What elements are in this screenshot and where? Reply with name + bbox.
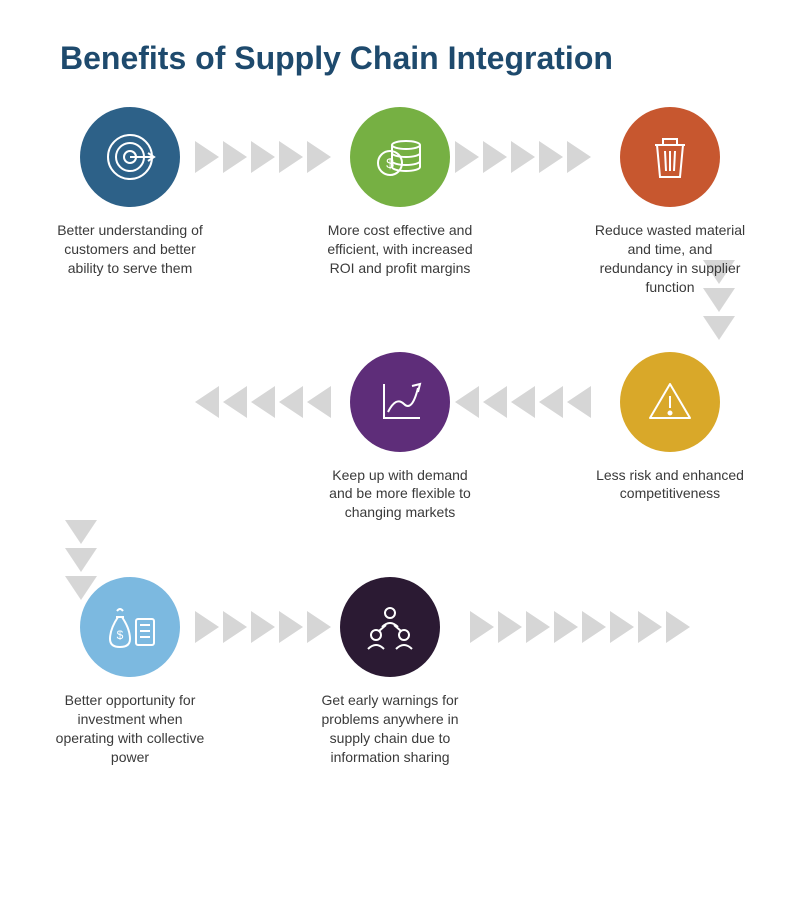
circle-demand [350, 352, 450, 452]
node-demand: Keep up with demand and be more flexible… [320, 352, 480, 523]
money-icon: $ [100, 599, 160, 655]
row-3: $ Better opportunity for investment when… [50, 577, 750, 767]
coins-icon: $ [372, 129, 428, 185]
svg-text:$: $ [386, 155, 394, 171]
row-1: Better understanding of customers and be… [50, 107, 750, 297]
circle-risk [620, 352, 720, 452]
node-cost: $ More cost effective and efficient, wit… [320, 107, 480, 278]
circle-waste [620, 107, 720, 207]
growth-icon [372, 374, 428, 430]
node-invest: $ Better opportunity for investment when… [50, 577, 210, 767]
node-waste: Reduce wasted material and time, and red… [590, 107, 750, 297]
people-icon [362, 599, 418, 655]
label-warning: Get early warnings for problems anywhere… [310, 691, 470, 767]
label-demand: Keep up with demand and be more flexible… [320, 466, 480, 523]
label-cost: More cost effective and efficient, with … [320, 221, 480, 278]
node-target: Better understanding of customers and be… [50, 107, 210, 278]
row-2: Keep up with demand and be more flexible… [50, 352, 750, 523]
node-risk: Less risk and enhanced competitiveness [590, 352, 750, 504]
label-invest: Better opportunity for investment when o… [50, 691, 210, 767]
circle-target [80, 107, 180, 207]
label-waste: Reduce wasted material and time, and red… [590, 221, 750, 297]
circle-invest: $ [80, 577, 180, 677]
circle-cost: $ [350, 107, 450, 207]
trash-icon [645, 129, 695, 185]
svg-text:$: $ [117, 628, 124, 642]
target-icon [102, 129, 158, 185]
node-warning: Get early warnings for problems anywhere… [310, 577, 470, 767]
label-target: Better understanding of customers and be… [50, 221, 210, 278]
label-risk: Less risk and enhanced competitiveness [590, 466, 750, 504]
page-title: Benefits of Supply Chain Integration [60, 40, 750, 77]
chevrons-r3-trail [470, 611, 690, 643]
warning-icon [642, 374, 698, 430]
circle-warning [340, 577, 440, 677]
chevrons-r2-a [195, 386, 331, 418]
chevrons-r1-a [195, 141, 331, 173]
